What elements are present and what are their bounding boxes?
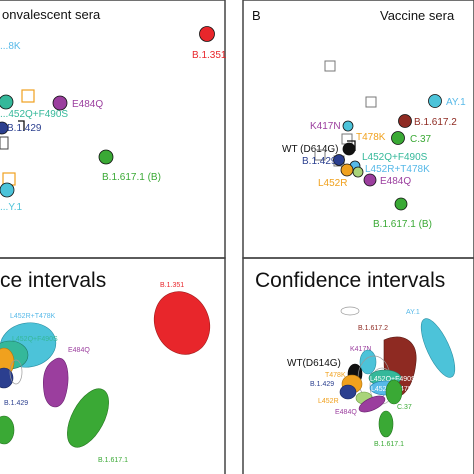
ellipse-c37-d <box>385 379 403 405</box>
point-b1429-b <box>333 154 345 166</box>
label-t478k-b: T478K <box>356 132 386 143</box>
ellipse-green-c <box>67 388 109 448</box>
label-b16171b-a: B.1.617.1 (B) <box>102 172 161 183</box>
panel-d-confidence-intervals: Confidence intervals AY.1 B.1.617.2 K417… <box>242 257 474 474</box>
ellipse-e484q-c <box>43 357 69 408</box>
point-c37-b <box>391 131 405 145</box>
label-ay1-a: ...Y.1 <box>0 202 22 213</box>
square-grey-b2 <box>365 96 377 108</box>
label-l452q-f490s-b: L452Q+F490S <box>362 152 428 163</box>
label-b1429-b: B.1.429 <box>302 156 337 167</box>
label-e484q-c: E484Q <box>68 347 90 354</box>
label-e484q-a: E484Q <box>72 99 103 110</box>
point-wt-b <box>342 142 356 156</box>
ellipse-navy-d <box>339 384 357 400</box>
point-b1429-a <box>0 121 9 135</box>
ellipse-e484q-d <box>358 395 386 413</box>
point-e484q-b <box>363 173 377 187</box>
panel-b-title: Vaccine sera <box>380 8 455 23</box>
ellipse-b16171-d <box>378 410 394 438</box>
label-wt-d: WT(D614G) <box>287 358 341 369</box>
panel-c-frame <box>0 257 226 474</box>
square-black-a <box>18 120 25 131</box>
panel-a-title: onvalescent sera <box>2 7 101 22</box>
point-ay1-b <box>428 94 442 108</box>
square-grey-a <box>0 136 9 150</box>
label-b16171-c: B.1.617.1 <box>98 457 128 464</box>
label-l452q-f490s-d: L452Q+F490S <box>370 376 416 383</box>
ellipse-b1351-c <box>153 291 211 355</box>
point-lightgreen-b <box>352 166 364 178</box>
label-l452r-partial: ...8K <box>0 41 21 52</box>
label-c37-d: C.37 <box>397 404 412 411</box>
label-l452q-f490s-c: L452Q+F490S <box>12 336 58 343</box>
point-teal-a <box>0 94 14 110</box>
ellipse-green-small-c <box>0 415 15 445</box>
label-b16171-d: B.1.617.1 <box>374 441 404 448</box>
label-k417n-b: K417N <box>310 121 341 132</box>
label-l452r-d: L452R <box>318 398 339 405</box>
panel-c-confidence-intervals: ce intervals B.1.351 L452R+T478K L452Q+F… <box>0 257 226 474</box>
label-e484q-d: E484Q <box>335 409 357 416</box>
label-c37-b: C.37 <box>410 134 432 145</box>
label-e484q-b: E484Q <box>380 176 411 187</box>
label-b1429-a: B.1.429 <box>7 123 42 134</box>
label-b1351: B.1.351 <box>192 50 227 61</box>
point-l452r-b <box>340 163 354 177</box>
label-b16172-d: B.1.617.2 <box>358 325 388 332</box>
label-wt-b: WT (D614G) <box>282 144 339 155</box>
panel-d-title: Confidence intervals <box>255 269 445 292</box>
label-b16172-b: B.1.617.2 <box>414 117 457 128</box>
label-ay1-d: AY.1 <box>406 309 420 316</box>
point-e484q-a <box>52 95 68 111</box>
panel-b-letter: B <box>252 8 261 23</box>
ellipse-k417n-d <box>359 349 377 375</box>
ellipse-grey-outline-c <box>9 359 23 385</box>
panel-a-convalescent-sera: onvalescent sera B.1.351 ...8K ...452Q+F… <box>0 0 227 259</box>
square-grey-b4 <box>314 149 326 161</box>
label-l452rt478k-c: L452R+T478K <box>10 313 56 320</box>
label-b1429-c: B.1.429 <box>4 400 28 407</box>
ellipse-grey-outline-d1 <box>340 306 360 316</box>
label-k417n-d: K417N <box>350 346 371 353</box>
label-t478k-d: T478K <box>325 372 346 379</box>
label-b1429-d: B.1.429 <box>310 381 334 388</box>
point-b16171b-b <box>394 197 408 211</box>
label-l452q-f490s-a: ...452Q+F490S <box>0 109 68 120</box>
point-b16171b-a <box>98 149 114 165</box>
label-l452r-b: L452R <box>318 178 347 189</box>
square-grey-b1 <box>324 60 336 72</box>
point-ay1-a <box>0 182 15 198</box>
point-k417n-b <box>342 120 354 132</box>
ellipse-ay1-d <box>420 318 456 378</box>
point-b1351 <box>199 26 215 42</box>
panel-c-title: ce intervals <box>0 269 106 292</box>
label-ay1-b: AY.1 <box>446 97 466 108</box>
square-orange-a <box>21 89 35 103</box>
label-l452rt478k-b: L452R+T478K <box>365 164 430 175</box>
label-b16171b-b: B.1.617.1 (B) <box>373 219 432 230</box>
label-b1351-c: B.1.351 <box>160 282 184 289</box>
panel-d-frame <box>242 257 474 474</box>
point-b16172-b <box>398 114 412 128</box>
